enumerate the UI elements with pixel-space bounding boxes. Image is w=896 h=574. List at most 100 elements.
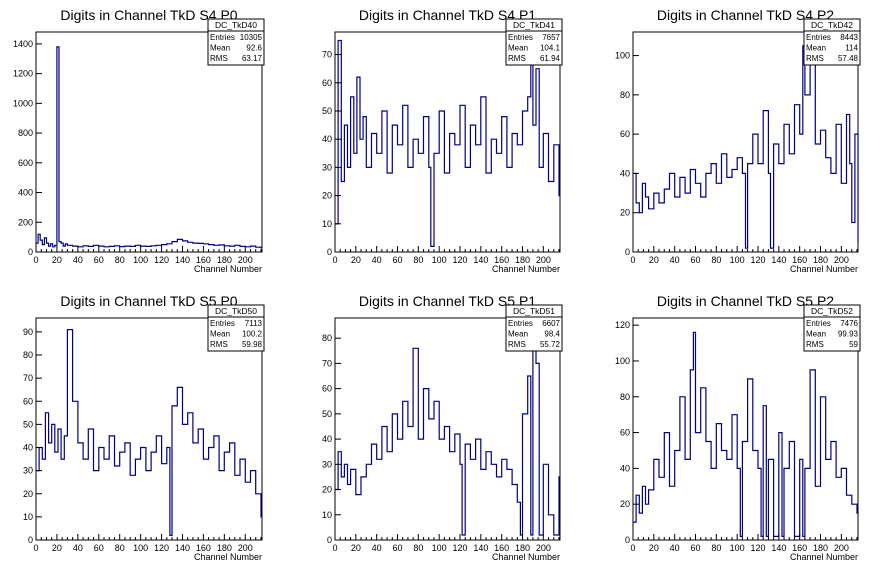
x-tick-label: 40 (73, 255, 83, 265)
y-tick-label: 20 (322, 191, 332, 201)
y-tick-label: 60 (23, 396, 33, 406)
histogram-pad: Digits in Channel TkD S5 P10 20 40 60 80 100 1… (322, 293, 563, 562)
x-tick-label: 180 (515, 255, 530, 265)
stats-value-entries: 7657 (542, 33, 560, 42)
chart-title: Digits in Channel TkD S4 P0 (60, 7, 237, 23)
x-tick-label: 0 (33, 543, 38, 553)
stats-label: Mean (806, 330, 826, 339)
y-tick-label: 0 (28, 247, 33, 257)
plot-frame (35, 31, 263, 253)
x-tick-label: 40 (372, 543, 382, 553)
x-tick-label: 180 (217, 543, 232, 553)
y-tick-label: 60 (322, 384, 332, 394)
x-axis-label: Channel Number (790, 552, 858, 562)
stats-label: Entries (508, 33, 533, 42)
stats-box: DC_TkD51 Entries 6607 Mean 98.4 RMS 55.72 (505, 304, 563, 352)
x-tick-label: 200 (238, 543, 253, 553)
y-tick-label: 20 (620, 499, 630, 509)
stats-value-rms: 61.94 (540, 54, 561, 63)
stats-label: RMS (806, 340, 824, 349)
stats-box: DC_TkD42 Entries 8443 Mean 114 RMS 57.48 (803, 18, 861, 66)
plot-frame (334, 317, 561, 541)
x-tick-label: 0 (33, 255, 38, 265)
y-tick-label: 20 (620, 208, 630, 218)
x-tick-label: 140 (175, 543, 190, 553)
x-tick-label: 40 (73, 543, 83, 553)
stats-value-mean: 100.2 (242, 330, 263, 339)
plot-frame (632, 317, 859, 541)
stats-label: Mean (210, 330, 230, 339)
y-tick-label: 100 (615, 356, 630, 366)
x-tick-label: 140 (473, 255, 488, 265)
x-tick-label: 20 (351, 543, 361, 553)
y-tick-label: 70 (23, 373, 33, 383)
y-tick-label: 800 (18, 128, 33, 138)
y-tick-label: 120 (615, 320, 630, 330)
stats-label: RMS (508, 54, 526, 63)
x-tick-label: 60 (690, 255, 700, 265)
x-tick-label: 80 (115, 543, 125, 553)
x-tick-label: 120 (750, 255, 765, 265)
histogram-line (36, 46, 262, 249)
x-axis-label: Channel Number (492, 264, 560, 274)
y-tick-label: 100 (615, 51, 630, 61)
histogram-pad: Digits in Channel TkD S5 P2 0 20 40 60 80 100 1… (615, 293, 861, 562)
stats-value-rms: 63.17 (242, 54, 263, 63)
y-tick-label: 0 (625, 247, 630, 257)
x-tick-label: 100 (133, 543, 148, 553)
x-axis-label: Channel Number (492, 552, 560, 562)
x-tick-label: 40 (670, 255, 680, 265)
x-tick-label: 120 (452, 543, 467, 553)
x-tick-label: 100 (133, 255, 148, 265)
y-tick-label: 60 (620, 129, 630, 139)
x-tick-label: 180 (813, 543, 828, 553)
x-tick-label: 80 (413, 543, 423, 553)
x-tick-label: 120 (154, 543, 169, 553)
y-tick-label: 30 (322, 459, 332, 469)
x-tick-label: 200 (536, 543, 551, 553)
x-tick-label: 160 (494, 543, 509, 553)
stats-name: DC_TkD52 (811, 306, 853, 316)
stats-value-mean: 92.6 (246, 44, 262, 53)
y-tick-label: 50 (322, 409, 332, 419)
stats-label: Entries (806, 33, 831, 42)
y-tick-label: 40 (322, 134, 332, 144)
y-tick-label: 30 (322, 162, 332, 172)
stats-box-frame (207, 18, 265, 66)
stats-label: Mean (508, 44, 528, 53)
y-tick-label: 1000 (13, 98, 33, 108)
y-tick-label: 20 (322, 485, 332, 495)
y-tick-label: 60 (322, 78, 332, 88)
chart-title: Digits in Channel TkD S4 P1 (359, 7, 536, 23)
x-tick-label: 140 (473, 543, 488, 553)
x-tick-label: 0 (332, 543, 337, 553)
histogram-line (36, 329, 262, 536)
x-tick-label: 180 (813, 255, 828, 265)
x-tick-label: 20 (351, 255, 361, 265)
x-tick-label: 100 (730, 543, 745, 553)
stats-value-mean: 114 (845, 44, 858, 53)
x-tick-label: 60 (690, 543, 700, 553)
y-tick-label: 40 (23, 443, 33, 453)
stats-value-rms: 57.48 (838, 54, 859, 63)
chart-title: Digits in Channel TkD S4 P2 (657, 7, 834, 23)
plot-frame (334, 31, 561, 253)
y-tick-label: 1200 (13, 69, 33, 79)
y-tick-label: 0 (327, 247, 332, 257)
y-tick-label: 40 (620, 168, 630, 178)
x-tick-label: 120 (154, 255, 169, 265)
stats-value-mean: 99.93 (838, 330, 859, 339)
stats-value-rms: 59.98 (242, 340, 263, 349)
histogram-line (335, 337, 560, 536)
x-axis-label: Channel Number (790, 264, 858, 274)
stats-value-entries: 7113 (245, 319, 263, 328)
histogram-pad: Digits in Channel TkD S5 P00 20 40 60 80 100 1… (23, 293, 265, 562)
stats-label: RMS (210, 54, 228, 63)
histogram-pad: Digits in Channel TkD S4 P10 20 40 60 80 100 1… (322, 7, 563, 274)
x-tick-label: 20 (649, 543, 659, 553)
stats-value-entries: 6607 (542, 319, 560, 328)
x-tick-label: 60 (392, 255, 402, 265)
stats-label: Entries (806, 319, 831, 328)
chart-title: Digits in Channel TkD S5 P2 (657, 293, 834, 309)
x-tick-label: 180 (515, 543, 530, 553)
